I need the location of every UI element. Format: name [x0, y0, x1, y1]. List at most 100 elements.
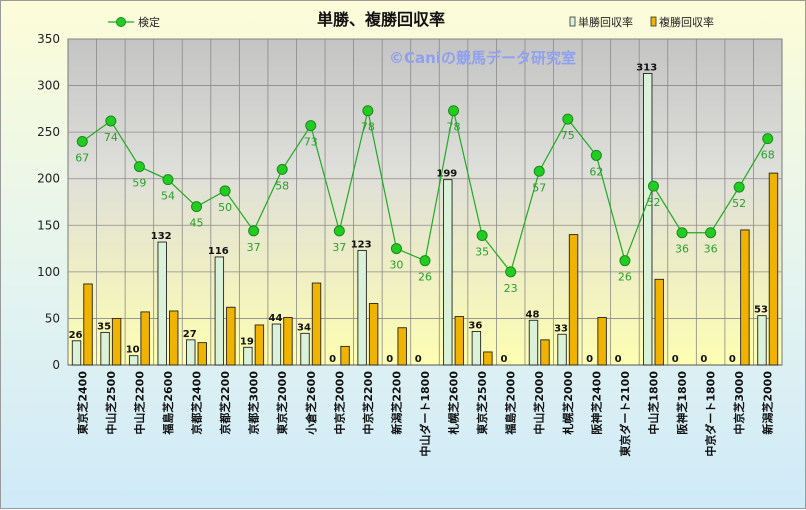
x-category-label: 中京芝2200 — [361, 371, 375, 435]
kentei-point — [248, 225, 260, 237]
x-category-label: 中山ダート1800 — [418, 371, 432, 457]
kentei-point — [476, 230, 488, 242]
kentei-point-label: 52 — [732, 197, 746, 210]
bar-tansho-label: 132 — [151, 231, 172, 242]
kentei-point-label: 78 — [361, 121, 375, 134]
bar-tansho — [443, 179, 453, 366]
bar-fukusho — [397, 327, 407, 366]
bar-tansho-label: 199 — [436, 169, 457, 180]
bar-tansho-label: 0 — [586, 354, 593, 365]
y-tick-label: 150 — [37, 218, 60, 232]
kentei-point-label: 36 — [675, 243, 689, 256]
x-category-label: 中山芝2200 — [132, 371, 146, 435]
bar-tansho — [214, 256, 225, 366]
kentei-point — [448, 105, 460, 117]
x-category-label: 阪神芝1800 — [675, 371, 689, 435]
legend: 検定 単勝回収率 複勝回収率 — [108, 15, 714, 29]
watermark: ©Caniの競馬データ研究室 — [389, 49, 576, 67]
bar-fukusho — [169, 310, 179, 366]
kentei-point — [505, 266, 517, 278]
x-category-label: 中京芝2000 — [332, 371, 346, 435]
bar-fukusho — [226, 306, 236, 366]
kentei-point-label: 68 — [761, 149, 775, 162]
bar-fukusho — [283, 317, 293, 366]
x-category-label: 東京芝2400 — [75, 371, 89, 435]
kentei-point-label: 73 — [304, 136, 318, 149]
kentei-point — [191, 201, 203, 213]
bar-tansho — [757, 315, 767, 366]
x-category-label: 札幌芝2000 — [561, 371, 575, 436]
bar-tansho-label: 0 — [415, 354, 422, 365]
kentei-point — [105, 115, 117, 127]
bar-tansho-label: 35 — [97, 321, 111, 332]
bar-fukusho — [540, 339, 550, 366]
legend-label-tansho: 単勝回収率 — [578, 15, 633, 29]
bar-tansho-label: 0 — [329, 354, 336, 365]
bar-fukusho — [254, 324, 265, 366]
bar-tansho-label: 0 — [700, 354, 707, 365]
bar-fukusho — [197, 342, 207, 366]
kentei-point-label: 67 — [75, 151, 89, 164]
kentei-point — [419, 255, 431, 267]
kentei-point-label: 52 — [646, 196, 660, 209]
kentei-point — [276, 163, 288, 175]
bar-tansho-label: 26 — [69, 330, 83, 341]
bar-tansho-label: 10 — [126, 345, 140, 356]
kentei-point-label: 78 — [447, 121, 461, 134]
x-category-label: 福島芝2000 — [504, 371, 518, 436]
bar-tansho — [300, 332, 310, 366]
legend-label-fukusho: 複勝回収率 — [659, 15, 714, 29]
bar-tansho-label: 19 — [240, 336, 254, 347]
kentei-point-label: 75 — [561, 129, 575, 142]
kentei-point-label: 36 — [704, 243, 718, 256]
y-tick-label: 250 — [37, 125, 60, 139]
kentei-point — [533, 165, 545, 177]
kentei-point — [362, 105, 374, 117]
kentei-point-label: 62 — [589, 165, 603, 178]
bar-tansho-label: 0 — [729, 354, 736, 365]
legend-line-marker — [116, 17, 126, 27]
x-category-label: 京都芝2400 — [190, 371, 204, 435]
x-category-label: 阪神芝2400 — [589, 371, 603, 435]
bar-tansho-label: 48 — [526, 309, 540, 320]
bar-tansho — [157, 241, 167, 366]
kentei-point-label: 54 — [161, 190, 175, 203]
bar-tansho — [471, 331, 482, 366]
bar-tansho-label: 27 — [183, 329, 197, 340]
kentei-point — [733, 181, 745, 193]
kentei-point — [76, 135, 88, 147]
bar-tansho — [71, 340, 82, 366]
bar-tansho-label: 36 — [468, 320, 482, 331]
bar-fukusho — [654, 278, 664, 366]
x-category-label: 小倉芝2600 — [304, 371, 318, 436]
legend-label-kentei: 検定 — [138, 15, 160, 29]
x-category-label: 中京芝3000 — [732, 371, 746, 435]
kentei-point — [219, 185, 231, 197]
bar-tansho — [528, 319, 539, 366]
kentei-point-label: 30 — [389, 259, 403, 272]
kentei-point-label: 57 — [532, 181, 546, 194]
kentei-point-label: 26 — [618, 271, 632, 284]
bar-tansho-label: 116 — [208, 246, 229, 257]
bar-tansho-label: 123 — [351, 239, 372, 250]
kentei-point — [590, 149, 602, 161]
x-category-label: 新潟芝2200 — [389, 371, 403, 435]
x-category-label: 東京ダート2100 — [618, 371, 632, 457]
kentei-point-label: 37 — [332, 241, 346, 254]
kentei-point — [333, 225, 345, 237]
bar-fukusho — [340, 345, 350, 366]
x-category-label: 京都芝2200 — [218, 371, 232, 435]
kentei-point — [705, 227, 717, 239]
kentei-point-label: 45 — [190, 217, 204, 230]
y-tick-label: 0 — [52, 358, 60, 372]
legend-bar2-swatch — [650, 16, 657, 27]
bar-tansho — [186, 339, 196, 366]
bar-tansho-label: 53 — [754, 305, 768, 316]
kentei-point — [390, 243, 402, 255]
bar-tansho-label: 0 — [615, 354, 622, 365]
kentei-point — [647, 180, 659, 192]
kentei-point — [162, 174, 174, 186]
legend-bar1-swatch — [569, 16, 576, 27]
